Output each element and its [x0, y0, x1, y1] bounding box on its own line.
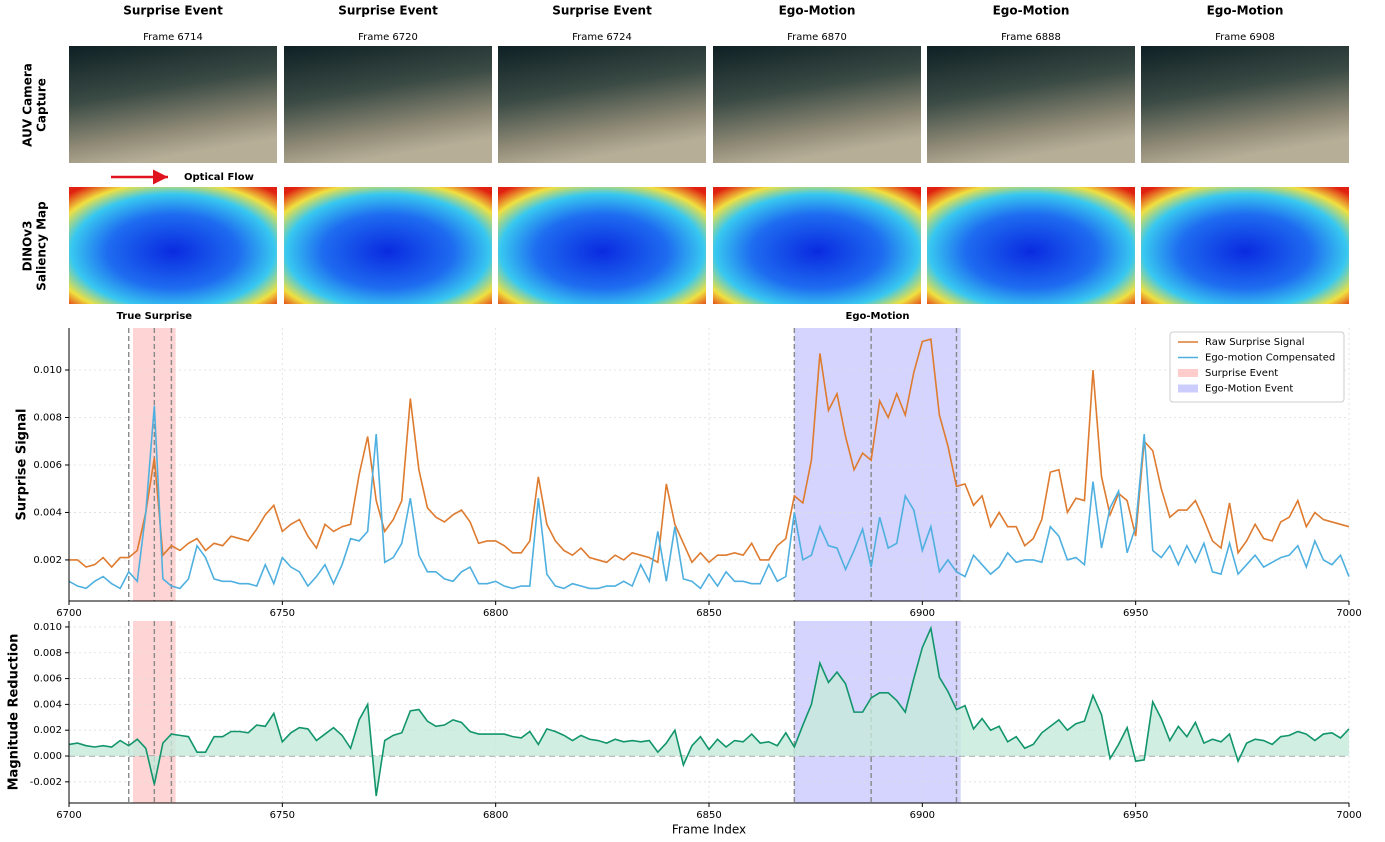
y-axis-label: Magnitude Reduction: [7, 634, 22, 791]
row-label: AUV Camera: [21, 63, 35, 147]
row-label: DINOv3: [21, 221, 35, 272]
panel-event: Ego-Motion: [1207, 4, 1284, 18]
panel-event: Surprise Event: [123, 4, 223, 18]
saliency-map: [713, 187, 921, 304]
camera-image: [498, 46, 706, 163]
legend-swatch: [1178, 369, 1198, 377]
legend-label: Ego-Motion Event: [1205, 384, 1293, 395]
panel-frame: Frame 6870: [787, 32, 847, 43]
x-tick-label: 6750: [270, 608, 295, 619]
y-tick-label: 0.004: [33, 507, 62, 518]
saliency-map: [927, 187, 1135, 304]
figure: Surprise Event Frame 6714 Surprise Event Fr…: [0, 0, 1385, 842]
camera-image: [927, 46, 1135, 163]
panel-frame: Frame 6724: [572, 32, 632, 43]
x-tick-label: 7000: [1336, 810, 1361, 821]
panel-frame: Frame 6908: [1215, 32, 1275, 43]
x-tick-label: 6850: [696, 810, 721, 821]
x-tick-label: 6700: [56, 810, 81, 821]
panel-frame: Frame 6888: [1001, 32, 1061, 43]
x-tick-label: 6900: [910, 810, 935, 821]
x-tick-label: 6800: [483, 608, 508, 619]
event-annotation: Ego-Motion: [846, 311, 910, 322]
y-tick-label: 0.002: [33, 725, 62, 736]
camera-image: [284, 46, 492, 163]
y-tick-label: 0.010: [33, 622, 62, 633]
y-tick-label: 0.008: [33, 648, 62, 659]
legend-swatch: [1178, 385, 1198, 393]
y-tick-label: 0.010: [33, 365, 62, 376]
x-tick-label: 6950: [1123, 810, 1148, 821]
y-tick-label: 0.000: [33, 751, 62, 762]
saliency-map: [284, 187, 492, 304]
optical-flow-label: Optical Flow: [184, 172, 254, 183]
x-tick-label: 6850: [696, 608, 721, 619]
y-tick-label: 0.002: [33, 555, 62, 566]
camera-image: [69, 46, 277, 163]
row-label: Saliency Map: [35, 201, 49, 291]
camera-image: [1141, 46, 1349, 163]
y-tick-label: -0.002: [30, 777, 62, 788]
saliency-map: [1141, 187, 1349, 304]
x-tick-label: 6950: [1123, 608, 1148, 619]
figure-body: Surprise Event Frame 6714 Surprise Event Fr…: [7, 4, 1362, 837]
x-tick-label: 6900: [910, 608, 935, 619]
event-annotation: True Surprise: [117, 311, 193, 322]
x-tick-label: 6700: [56, 608, 81, 619]
x-tick-label: 6750: [270, 810, 295, 821]
x-tick-label: 6800: [483, 810, 508, 821]
y-tick-label: 0.006: [33, 674, 62, 685]
legend-label: Surprise Event: [1205, 368, 1278, 379]
y-axis-label: Surprise Signal: [15, 409, 30, 521]
saliency-map: [498, 187, 706, 304]
panel-event: Surprise Event: [338, 4, 438, 18]
x-axis-label: Frame Index: [672, 823, 746, 837]
panel-event: Surprise Event: [552, 4, 652, 18]
y-tick-label: 0.008: [33, 412, 62, 423]
legend-label: Ego-motion Compensated: [1205, 353, 1335, 364]
panel-frame: Frame 6720: [358, 32, 418, 43]
legend-label: Raw Surprise Signal: [1205, 337, 1305, 348]
panel-event: Ego-Motion: [993, 4, 1070, 18]
panel-event: Ego-Motion: [779, 4, 856, 18]
x-tick-label: 7000: [1336, 608, 1361, 619]
panel-frame: Frame 6714: [143, 32, 203, 43]
y-tick-label: 0.004: [33, 699, 62, 710]
y-tick-label: 0.006: [33, 460, 62, 471]
row-label: Capture: [35, 78, 49, 132]
saliency-map: [69, 187, 277, 304]
camera-image: [713, 46, 921, 163]
